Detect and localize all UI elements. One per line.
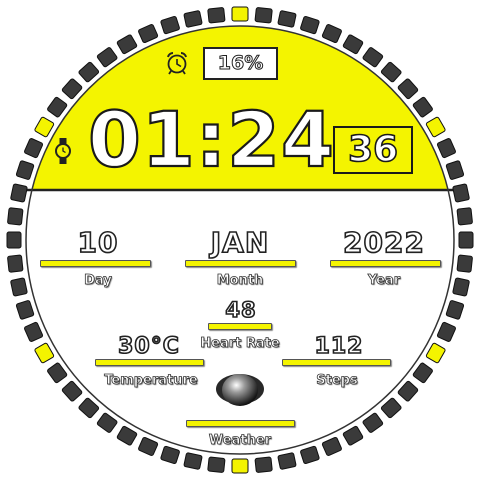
bezel-segment — [397, 78, 419, 100]
bezel-segment — [452, 277, 470, 297]
temperature-bar — [95, 359, 204, 366]
bezel-segment — [362, 47, 384, 68]
bezel-segment — [47, 96, 68, 118]
battery-indicator: 16% — [203, 47, 278, 80]
month-label: Month — [216, 273, 264, 289]
bezel-segment — [7, 207, 24, 226]
bezel-accent-segment — [231, 458, 249, 474]
alarm-clock-icon — [167, 52, 187, 75]
heart-rate-value: 48 — [225, 297, 257, 323]
year-label: Year — [367, 273, 401, 289]
year-bar — [330, 260, 441, 267]
bezel-accent-segment — [231, 6, 249, 22]
bezel-segment — [412, 96, 433, 118]
month-bar — [185, 260, 296, 267]
seconds-display: 36 — [347, 128, 399, 171]
bezel-segment — [452, 183, 470, 203]
bezel-accent-segment — [425, 116, 446, 138]
bezel-segment — [397, 380, 419, 402]
bezel-segment — [78, 61, 100, 83]
month-value: JAN — [210, 225, 270, 260]
bezel-segment — [380, 397, 402, 419]
bezel-segment — [96, 412, 118, 433]
bezel-segment — [321, 436, 342, 456]
bezel-segment — [10, 183, 28, 203]
bezel-accent-segment — [34, 342, 55, 364]
bezel-segment — [10, 277, 28, 297]
bezel-segment — [47, 362, 68, 384]
weather-bar — [186, 420, 295, 427]
steps-label: Steps — [316, 373, 358, 389]
bezel-segment — [160, 15, 180, 35]
bezel-segment — [436, 138, 456, 159]
day-value: 10 — [77, 225, 119, 260]
weather-label: Weather — [208, 433, 272, 449]
bezel-segment — [445, 300, 465, 320]
steps-bar — [282, 359, 391, 366]
bezel-segment — [78, 397, 100, 419]
weather-icon — [216, 374, 264, 406]
bezel-segment — [207, 7, 226, 24]
bezel-segment — [277, 452, 297, 470]
bezel-segment — [183, 452, 203, 470]
bezel-segment — [160, 445, 180, 465]
bezel-segment — [15, 300, 35, 320]
bezel-segment — [24, 321, 44, 342]
heart-rate-bar — [208, 323, 272, 330]
bezel-segment — [300, 15, 320, 35]
bezel-segment — [6, 231, 22, 249]
year-value: 2022 — [342, 225, 425, 260]
bezel-segment — [24, 138, 44, 159]
time-display: 01:24 — [87, 95, 335, 184]
battery-percentage: 16% — [217, 52, 264, 75]
wristwatch-icon — [55, 138, 71, 164]
seconds-box: 36 — [333, 126, 413, 174]
bezel-segment — [412, 362, 433, 384]
bezel-segment — [277, 10, 297, 28]
bezel-segment — [7, 254, 24, 273]
steps-value: 112 — [314, 333, 364, 360]
bezel-accent-segment — [34, 116, 55, 138]
bezel-segment — [254, 456, 273, 473]
bezel-segment — [380, 61, 402, 83]
day-label: Day — [84, 273, 112, 289]
bezel-segment — [445, 160, 465, 180]
bezel-segment — [300, 445, 320, 465]
bezel-segment — [342, 34, 364, 55]
bezel-segment — [458, 231, 474, 249]
bezel-segment — [362, 412, 384, 433]
bezel-segments — [6, 6, 474, 474]
bezel-segment — [183, 10, 203, 28]
bezel-segment — [254, 7, 273, 24]
bezel-segment — [138, 436, 159, 456]
bezel-segment — [61, 78, 83, 100]
bezel-segment — [15, 160, 35, 180]
bezel-segment — [456, 254, 473, 273]
temperature-value: 30°C — [117, 333, 180, 360]
bezel-segment — [321, 24, 342, 44]
bezel-accent-segment — [425, 342, 446, 364]
heart-rate-label: Heart Rate — [200, 336, 280, 352]
bezel-segment — [116, 425, 138, 446]
bezel-segment — [436, 321, 456, 342]
temperature-label: Temperature — [104, 373, 198, 389]
bezel-segment — [116, 34, 138, 55]
bezel-segment — [207, 456, 226, 473]
bezel-segment — [61, 380, 83, 402]
bezel-segment — [138, 24, 159, 44]
bezel-segment — [342, 425, 364, 446]
dial-rim — [25, 25, 455, 455]
bezel-segment — [96, 47, 118, 68]
bezel-segment — [456, 207, 473, 226]
day-bar — [40, 260, 151, 267]
